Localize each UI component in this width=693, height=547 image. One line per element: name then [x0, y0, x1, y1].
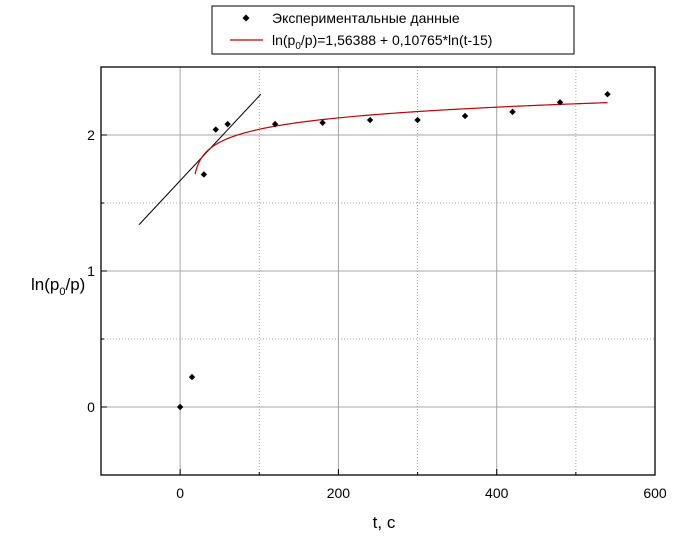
data-point: [556, 99, 564, 106]
data-point: [319, 119, 326, 126]
data-point: [604, 91, 611, 98]
x-tick-label: 0: [176, 485, 184, 501]
legend-label-fit-subscript: 0: [295, 41, 301, 52]
data-point: [509, 108, 516, 116]
legend-label-fit: ln(p0/p)=1,56388 + 0,10765*ln(t-15): [272, 32, 492, 52]
grid: [101, 67, 655, 475]
data-point: [176, 403, 184, 411]
axis-ticks: 0 200 400 600 0 1 2: [87, 127, 667, 501]
x-tick-label: 400: [485, 485, 509, 501]
fit-curve: [194, 102, 608, 175]
y-tick-label: 0: [87, 399, 95, 415]
y-tick-label: 2: [87, 127, 95, 143]
legend-marker-points-icon: [242, 14, 250, 22]
data-point: [224, 120, 231, 128]
y-axis-label: ln(p0/p): [31, 275, 85, 298]
legend-label-points: Экспериментальные данные: [272, 10, 460, 26]
data-point: [188, 373, 196, 381]
data-point: [200, 171, 208, 178]
data-point: [271, 120, 279, 128]
data-point: [212, 126, 219, 133]
x-tick-label: 200: [327, 485, 351, 501]
data-point: [366, 116, 374, 124]
y-tick-label: 1: [87, 263, 95, 279]
y-axis-label-subscript: 0: [59, 286, 65, 298]
x-tick-label: 600: [643, 485, 667, 501]
data-point: [461, 112, 469, 120]
data-point: [414, 116, 421, 124]
x-axis-label: t, c: [373, 513, 396, 532]
series: [138, 91, 611, 411]
legend: Экспериментальные данные ln(p0/p)=1,5638…: [211, 5, 575, 55]
legend-box: [211, 5, 575, 55]
